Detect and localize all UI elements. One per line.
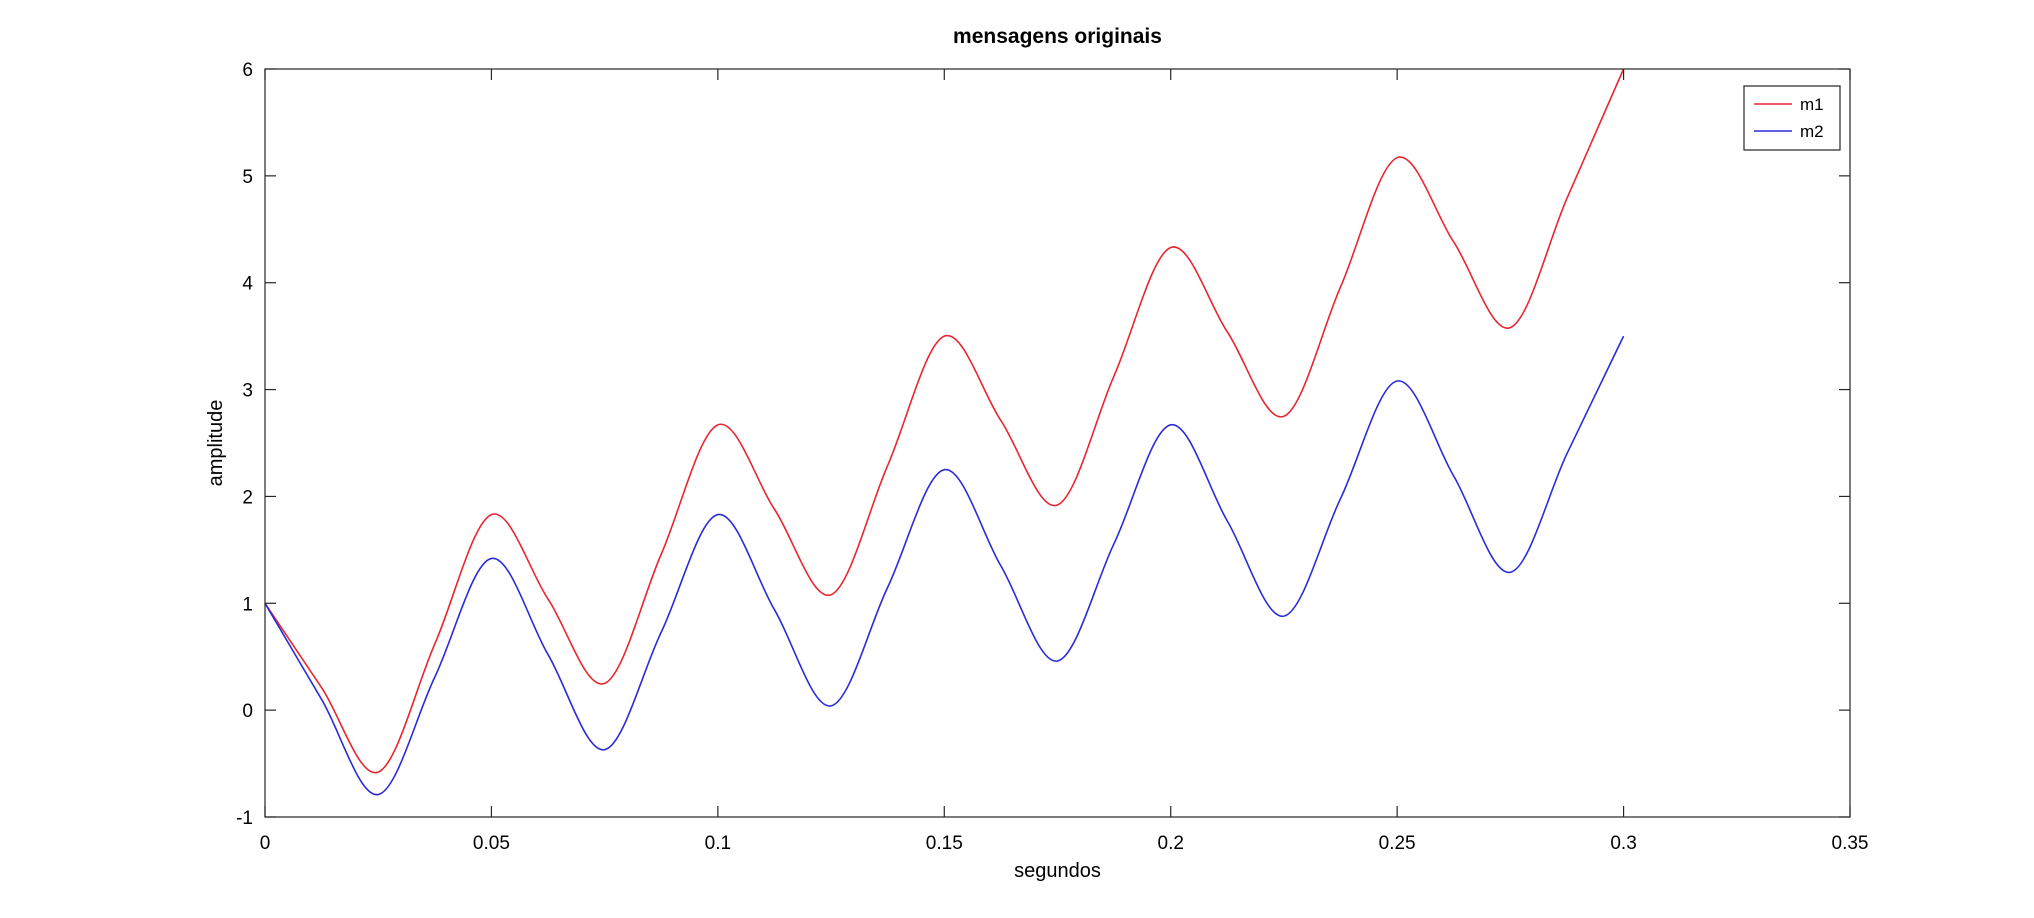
x-tick-label: 0: [260, 833, 271, 854]
x-tick-label: 0.25: [1379, 833, 1416, 854]
x-tick-label: 0.3: [1610, 833, 1636, 854]
legend-label-m2: m2: [1800, 122, 1824, 141]
chart-title: mensagens originais: [953, 25, 1162, 48]
legend-box: [1743, 85, 1841, 151]
x-axis: 0 0.05 0.1 0.15 0.2 0.25 0.3 0.35: [260, 69, 1869, 854]
series-line-m2: [264, 335, 1625, 796]
y-tick-label: 0: [242, 701, 253, 722]
y-tick-label: 3: [242, 381, 253, 402]
x-tick-label: 0.2: [1158, 833, 1184, 854]
y-tick-label: 1: [242, 594, 253, 615]
x-tick-label: 0.15: [926, 833, 963, 854]
x-tick-label: 0.35: [1832, 833, 1869, 854]
series-line-m1: [264, 68, 1625, 774]
y-tick-label: 2: [242, 487, 253, 508]
y-tick-label: -1: [236, 808, 253, 829]
x-tick-label: 0.05: [473, 833, 510, 854]
x-axis-label: segundos: [1014, 860, 1101, 882]
y-axis: -1 0 1 2 3 4 5 6: [236, 60, 1850, 829]
plot-frame: [264, 68, 1851, 818]
y-axis-label: amplitude: [205, 400, 227, 487]
series-layer: [264, 68, 1625, 796]
y-tick-label: 5: [242, 167, 253, 188]
y-tick-label: 4: [242, 274, 253, 295]
plot-area: [265, 69, 1850, 817]
y-tick-label: 6: [242, 60, 253, 81]
legend-label-m1: m1: [1800, 95, 1824, 114]
x-tick-label: 0.1: [705, 833, 731, 854]
